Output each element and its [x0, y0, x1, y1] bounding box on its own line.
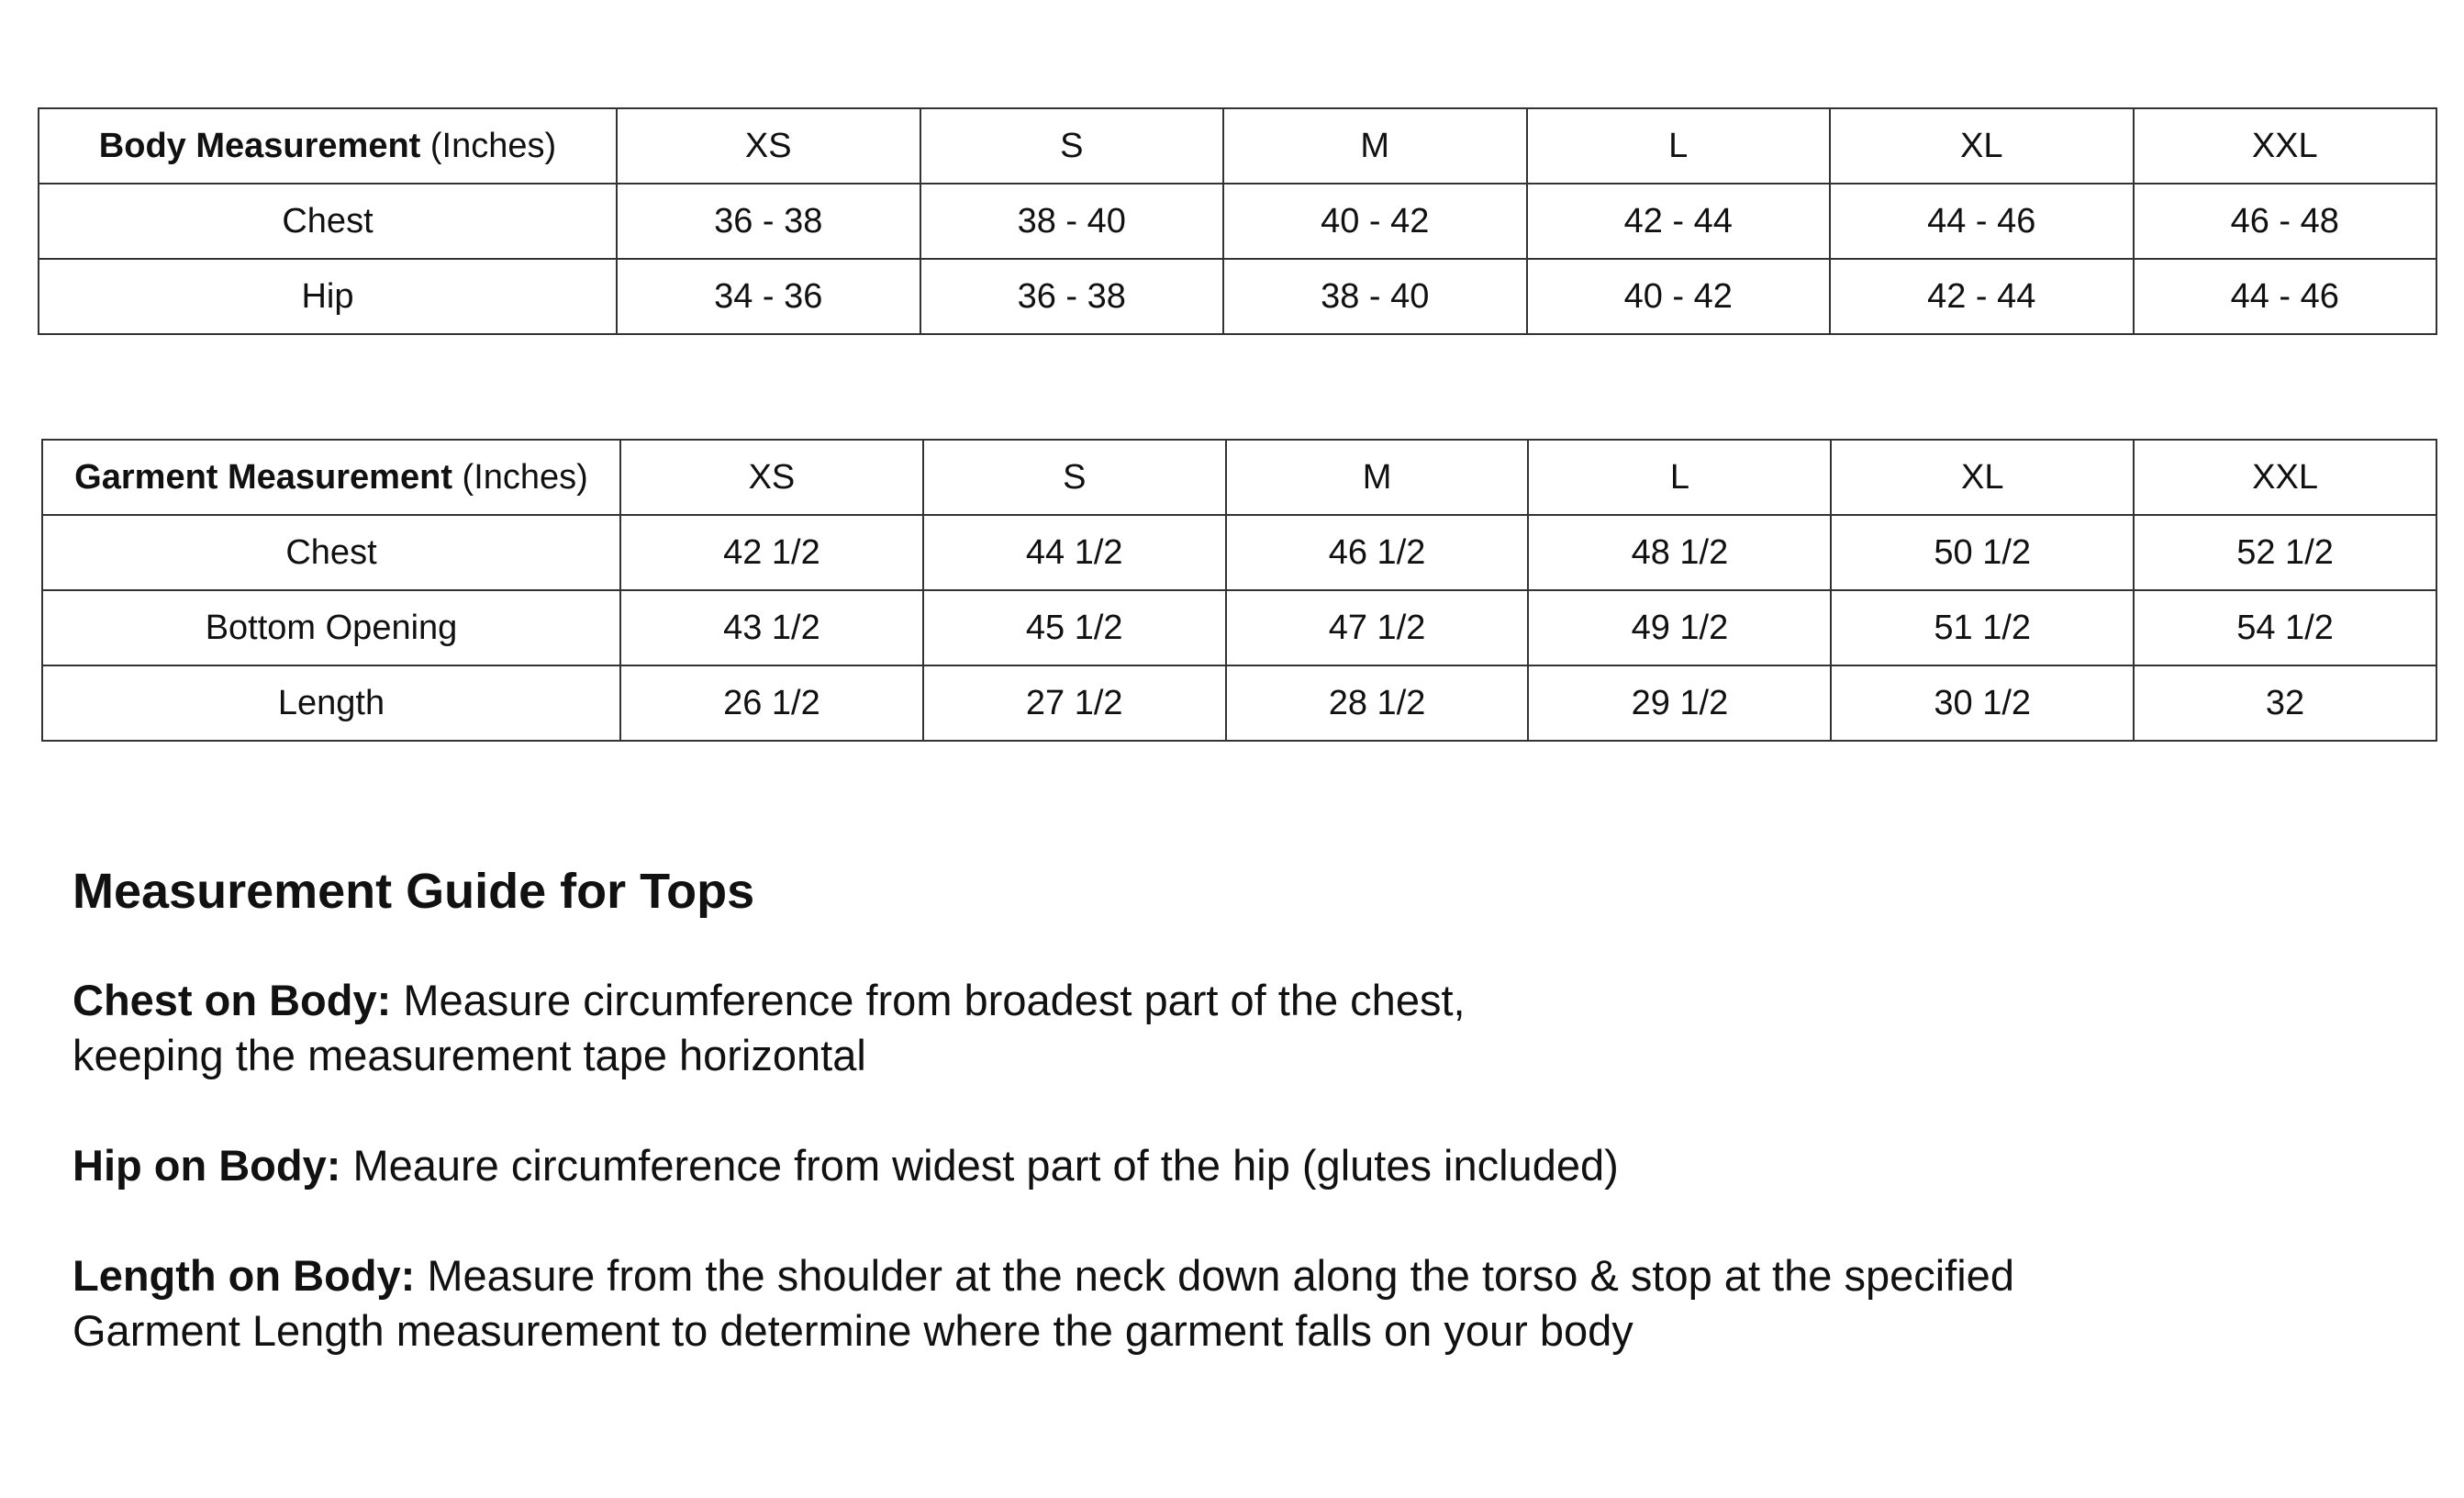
cell: 28 1/2 [1224, 665, 1530, 742]
size-header: XS [616, 107, 921, 184]
row-label: Hip [38, 258, 618, 335]
cell: 46 1/2 [1224, 514, 1530, 591]
cell: 46 - 48 [2132, 183, 2437, 260]
cell: 51 1/2 [1830, 589, 2135, 666]
cell: 40 - 42 [1222, 183, 1528, 260]
cell: 49 1/2 [1527, 589, 1833, 666]
cell: 50 1/2 [1830, 514, 2135, 591]
table-row: Chest 42 1/2 44 1/2 46 1/2 48 1/2 50 1/2… [41, 514, 2437, 591]
size-header: XXL [2133, 439, 2437, 516]
cell: 29 1/2 [1527, 665, 1833, 742]
cell: 42 - 44 [1525, 183, 1831, 260]
guide-item-hip: Hip on Body: Meaure circumference from w… [72, 1141, 1619, 1190]
table-header-row: Garment Measurement (Inches) XS S M L XL… [41, 439, 2437, 516]
table-row: Length 26 1/2 27 1/2 28 1/2 29 1/2 30 1/… [41, 665, 2437, 742]
cell: 54 1/2 [2133, 589, 2437, 666]
cell: 44 - 46 [2132, 258, 2437, 335]
body-measurement-table: Body Measurement (Inches) XS S M L XL XX… [38, 107, 2437, 335]
cell: 27 1/2 [921, 665, 1227, 742]
cell: 48 1/2 [1527, 514, 1833, 591]
cell: 26 1/2 [619, 665, 924, 742]
guide-title: Measurement Guide for Tops [72, 864, 755, 919]
row-label: Chest [38, 183, 618, 260]
cell: 34 - 36 [616, 258, 921, 335]
cell: 43 1/2 [619, 589, 924, 666]
size-header: M [1224, 439, 1530, 516]
row-label: Chest [41, 514, 621, 591]
header-label-cell: Garment Measurement (Inches) [41, 439, 621, 516]
cell: 44 - 46 [1829, 183, 2135, 260]
cell: 38 - 40 [919, 183, 1224, 260]
size-header: S [921, 439, 1227, 516]
size-header: L [1525, 107, 1831, 184]
guide-item-length: Length on Body: Measure from the shoulde… [72, 1251, 2014, 1355]
size-header: XS [619, 439, 924, 516]
cell: 44 1/2 [921, 514, 1227, 591]
size-header: M [1222, 107, 1528, 184]
cell: 45 1/2 [921, 589, 1227, 666]
table-row: Bottom Opening 43 1/2 45 1/2 47 1/2 49 1… [41, 589, 2437, 666]
cell: 40 - 42 [1525, 258, 1831, 335]
guide-item-chest: Chest on Body: Measure circumference fro… [72, 976, 1466, 1079]
measurement-guide: Measurement Guide for Tops Chest on Body… [72, 863, 2367, 1414]
table-row: Chest 36 - 38 38 - 40 40 - 42 42 - 44 44… [38, 183, 2437, 260]
cell: 36 - 38 [919, 258, 1224, 335]
cell: 38 - 40 [1222, 258, 1528, 335]
size-header: S [919, 107, 1224, 184]
cell: 36 - 38 [616, 183, 921, 260]
cell: 52 1/2 [2133, 514, 2437, 591]
row-label: Length [41, 665, 621, 742]
cell: 47 1/2 [1224, 589, 1530, 666]
size-header: L [1527, 439, 1833, 516]
size-header: XL [1829, 107, 2135, 184]
cell: 42 - 44 [1829, 258, 2135, 335]
cell: 32 [2133, 665, 2437, 742]
header-label-cell: Body Measurement (Inches) [38, 107, 618, 184]
size-header: XXL [2132, 107, 2437, 184]
cell: 42 1/2 [619, 514, 924, 591]
cell: 30 1/2 [1830, 665, 2135, 742]
row-label: Bottom Opening [41, 589, 621, 666]
table-header-row: Body Measurement (Inches) XS S M L XL XX… [38, 107, 2437, 184]
size-header: XL [1830, 439, 2135, 516]
table-row: Hip 34 - 36 36 - 38 38 - 40 40 - 42 42 -… [38, 258, 2437, 335]
garment-measurement-table: Garment Measurement (Inches) XS S M L XL… [41, 439, 2437, 742]
